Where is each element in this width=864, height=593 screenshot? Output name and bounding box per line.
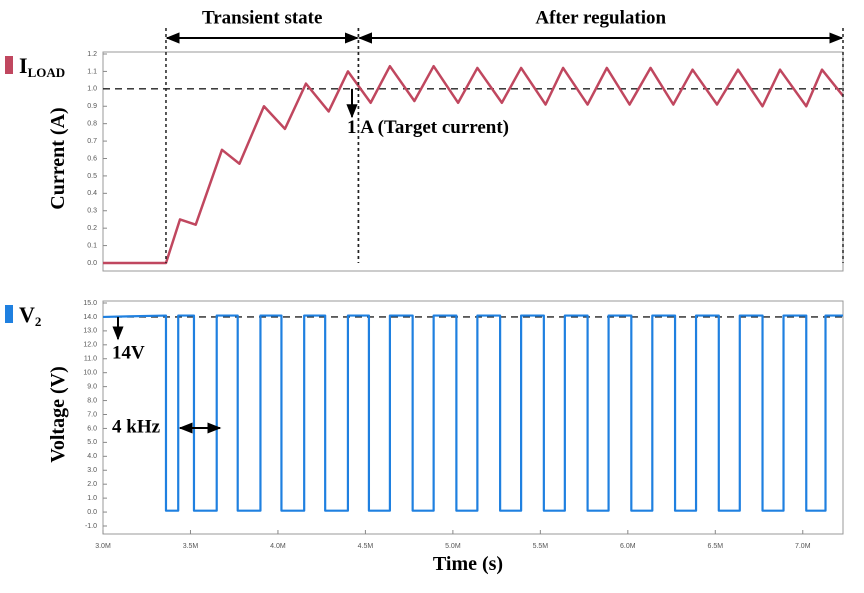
y-tick-label: 5.0 (87, 439, 97, 446)
series-line (102, 314, 843, 512)
legend-swatch (5, 56, 13, 74)
y-tick-label: 0.7 (87, 138, 97, 145)
x-tick-label: 5.5M (533, 543, 549, 550)
target-label: 1 A (Target current) (347, 117, 509, 138)
legend-name: I (19, 53, 28, 78)
y-tick-label: 12.0 (83, 342, 97, 349)
y-tick-label: 0.4 (87, 190, 97, 197)
y-tick-label: 3.0 (87, 467, 97, 474)
x-tick-label: 6.5M (708, 543, 724, 550)
y-tick-label: 15.0 (83, 300, 97, 307)
x-axis-label: Time (s) (433, 553, 503, 575)
y-tick-label: 4.0 (87, 453, 97, 460)
y-tick-label: 1.1 (87, 68, 97, 75)
legend-label: V2 (19, 302, 41, 329)
legend-subscript: 2 (35, 314, 42, 329)
x-tick-label: 4.5M (358, 543, 374, 550)
legend-name: V (19, 302, 35, 327)
x-tick-label: 3.0M (95, 543, 111, 550)
y-tick-label: 1.0 (87, 86, 97, 93)
legend-swatch (5, 305, 13, 323)
x-tick-label: 7.0M (795, 543, 811, 550)
y-tick-label: 0.1 (87, 242, 97, 249)
y-tick-label: 8.0 (87, 397, 97, 404)
y-tick-label: 1.2 (87, 51, 97, 58)
x-tick-label: 4.0M (270, 543, 286, 550)
y-tick-label: 2.0 (87, 481, 97, 488)
y-axis-label: Voltage (V) (47, 366, 69, 462)
y-tick-label: 0.5 (87, 173, 97, 180)
legend-label: ILOAD (19, 53, 65, 80)
series-line (103, 64, 844, 265)
y-tick-label: 0.2 (87, 225, 97, 232)
voltage-label: 14V (112, 342, 145, 363)
x-tick-label: 3.5M (183, 543, 199, 550)
x-tick-label: 5.0M (445, 543, 461, 550)
y-tick-label: 10.0 (83, 370, 97, 377)
plot-frame (102, 51, 844, 272)
y-tick-label: 9.0 (87, 383, 97, 390)
y-tick-label: 0.3 (87, 208, 97, 215)
y-tick-label: 14.0 (83, 314, 97, 321)
y-tick-label: 13.0 (83, 328, 97, 335)
y-axis-label: Current (A) (47, 107, 69, 209)
region-label: After regulation (535, 7, 666, 28)
y-tick-label: 0.0 (87, 509, 97, 516)
y-tick-label: 1.0 (87, 495, 97, 502)
legend-subscript: LOAD (28, 65, 66, 80)
region-label: Transient state (202, 7, 323, 28)
y-tick-label: 0.0 (87, 260, 97, 267)
y-tick-label: 0.9 (87, 103, 97, 110)
y-tick-label: 11.0 (84, 356, 97, 363)
y-tick-label: 6.0 (87, 425, 97, 432)
y-tick-label: 0.8 (87, 121, 97, 128)
y-tick-label: 0.6 (87, 155, 97, 162)
y-tick-label: 7.0 (87, 411, 97, 418)
frequency-label: 4 kHz (112, 416, 161, 437)
plot-frame (102, 300, 844, 535)
x-tick-label: 6.0M (620, 543, 636, 550)
y-tick-label: -1.0 (85, 523, 97, 530)
